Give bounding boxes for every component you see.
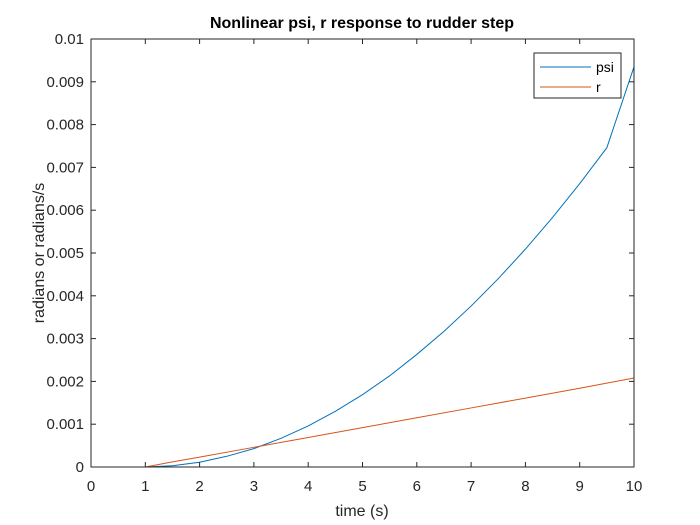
- legend-label-r: r: [596, 79, 601, 95]
- y-tick-label: 0.002: [46, 373, 84, 390]
- y-axis-label: radians or radians/s: [31, 183, 48, 324]
- y-tick-label: 0.008: [46, 117, 84, 134]
- x-tick-label: 3: [250, 478, 258, 495]
- x-tick-label: 2: [195, 478, 203, 495]
- x-tick-label: 7: [467, 478, 475, 495]
- x-tick-label: 8: [521, 478, 529, 495]
- y-tick-label: 0.009: [46, 74, 84, 91]
- legend-label-psi: psi: [596, 59, 614, 75]
- x-tick-label: 5: [358, 478, 366, 495]
- series-line-psi: [91, 66, 635, 468]
- x-axis: 0 1 2 3 4 5 6 7 8 9 10: [87, 39, 643, 495]
- legend: psi r: [533, 52, 622, 99]
- x-tick-label: 6: [413, 478, 421, 495]
- y-tick-label: 0.007: [46, 159, 84, 176]
- chart-title: Nonlinear psi, r response to rudder step: [210, 15, 514, 32]
- y-tick-label: 0: [76, 459, 84, 476]
- series-layer: [91, 66, 635, 468]
- x-axis-label: time (s): [335, 503, 388, 520]
- y-tick-label: 0.01: [55, 31, 84, 48]
- y-tick-label: 0.001: [46, 416, 84, 433]
- plot-area: [91, 39, 634, 467]
- y-tick-label: 0.003: [46, 331, 84, 348]
- legend-box: [533, 52, 622, 99]
- y-tick-label: 0.004: [46, 288, 84, 305]
- x-tick-label: 10: [626, 478, 643, 495]
- series-line-r: [91, 377, 635, 468]
- x-tick-label: 4: [304, 478, 312, 495]
- y-tick-label: 0.005: [46, 245, 84, 262]
- x-tick-label: 9: [576, 478, 584, 495]
- x-tick-label: 0: [87, 478, 95, 495]
- y-tick-label: 0.006: [46, 202, 84, 219]
- y-axis: 0 0.001 0.002 0.003 0.004 0.005 0.006 0.007 0.00…: [46, 31, 634, 476]
- x-tick-label: 1: [141, 478, 149, 495]
